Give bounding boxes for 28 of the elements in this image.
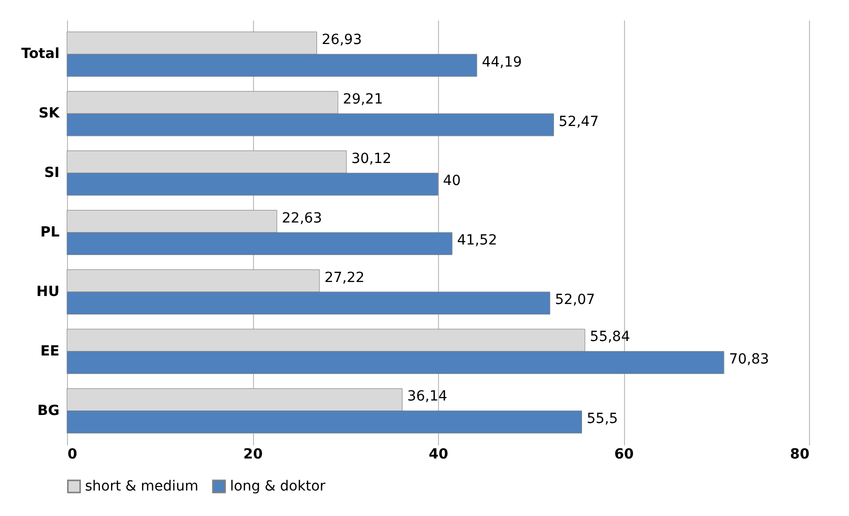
data-label: 27,22 [324, 270, 365, 286]
x-tick-label: 20 [243, 446, 263, 462]
data-label: 52,47 [558, 114, 599, 130]
data-label: 29,21 [342, 91, 384, 108]
data-label: 26,93 [322, 32, 362, 48]
data-label: 41,52 [457, 232, 498, 249]
y-tick-label: SK [38, 106, 61, 122]
data-label: 55,84 [590, 329, 630, 346]
data-label: 40 [443, 173, 461, 190]
data-label: 36,14 [407, 388, 448, 405]
data-label: 44,19 [482, 54, 522, 70]
data-label: 22,63 [282, 210, 322, 226]
x-tick-label: 40 [428, 446, 448, 462]
y-tick-label: PL [40, 224, 60, 240]
y-tick-label: EE [40, 343, 60, 360]
x-tick-label: 0 [68, 446, 78, 462]
y-tick-label: BG [37, 402, 60, 419]
x-tick-label: 60 [614, 446, 634, 462]
legend-label: long & doktor [230, 478, 326, 494]
y-tick-label: Total [21, 46, 60, 62]
data-label: 70,83 [728, 352, 770, 368]
y-tick-label: HU [36, 284, 60, 300]
data-label: 52,07 [554, 292, 596, 308]
y-tick-label: SI [44, 165, 60, 182]
legend-label: short & medium [85, 478, 198, 494]
data-label: 55,5 [586, 410, 618, 427]
data-label: 30,12 [351, 150, 392, 167]
x-tick-label: 80 [790, 446, 810, 462]
